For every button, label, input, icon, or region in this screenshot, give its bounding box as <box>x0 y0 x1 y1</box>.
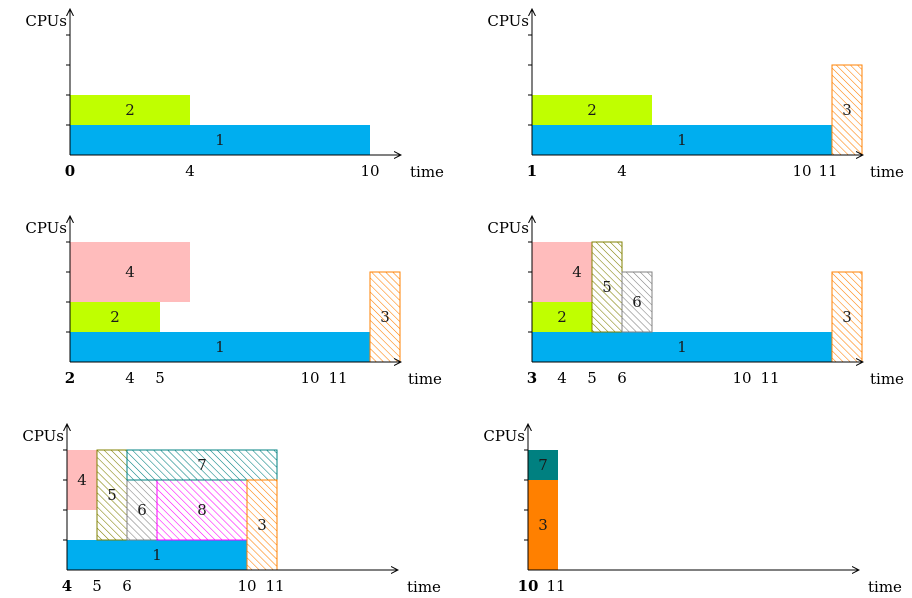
x-axis-label: time <box>410 163 444 181</box>
job-block-7 <box>126 449 278 481</box>
schedule-panel-step-0: 1 2 CPUs time 0 4 10 <box>25 10 444 181</box>
time-tick-label: 10 <box>300 369 319 387</box>
time-tick-label: 6 <box>617 369 627 387</box>
x-axis-label: time <box>868 578 902 596</box>
current-step-label: 3 <box>527 369 537 387</box>
time-tick-label: 4 <box>185 162 195 180</box>
job-block-6 <box>621 271 653 333</box>
job-label-1: 1 <box>215 338 225 356</box>
job-label-4: 4 <box>572 263 582 281</box>
time-tick-label: 11 <box>818 162 837 180</box>
job-block-7 <box>528 450 558 480</box>
job-label-1: 1 <box>677 338 687 356</box>
time-tick-label: 5 <box>92 577 102 595</box>
job-block-3 <box>528 480 558 570</box>
job-block-2 <box>532 95 652 125</box>
job-block-5 <box>96 449 128 541</box>
job-block-2 <box>70 95 190 125</box>
x-axis-label: time <box>870 163 904 181</box>
job-label-4: 4 <box>77 471 87 489</box>
time-tick-label: 6 <box>122 577 132 595</box>
schedule-panel-step-4: 1 4 5 6 8 7 3 CPUs time 4 5 6 10 11 <box>22 425 441 596</box>
schedule-panel-step-10: 3 7 CPUs time 10 11 <box>483 425 902 596</box>
job-label-5: 5 <box>107 486 117 504</box>
x-axis-label: time <box>408 370 442 388</box>
time-tick-label: 4 <box>557 369 567 387</box>
current-step-label: 0 <box>65 162 75 180</box>
job-block-3 <box>831 64 863 156</box>
job-block-1 <box>67 540 247 570</box>
current-step-label: 10 <box>518 577 539 595</box>
job-label-3: 3 <box>842 308 852 326</box>
time-tick-label: 11 <box>760 369 779 387</box>
time-tick-label: 10 <box>792 162 811 180</box>
job-block-4 <box>70 242 190 302</box>
time-tick-label: 10 <box>237 577 256 595</box>
time-tick-label: 10 <box>360 162 379 180</box>
job-block-2 <box>532 302 592 332</box>
schedule-panel-step-2: 1 2 4 3 CPUs time 2 4 5 10 11 <box>25 217 442 388</box>
current-step-label: 1 <box>527 162 537 180</box>
y-axis-label: CPUs <box>487 219 529 237</box>
job-label-3: 3 <box>842 101 852 119</box>
job-block-1 <box>70 125 370 155</box>
y-axis-label: CPUs <box>22 427 64 445</box>
job-block-1 <box>70 332 370 362</box>
job-block-2 <box>70 302 160 332</box>
job-label-7: 7 <box>197 456 207 474</box>
job-block-6 <box>126 479 158 541</box>
job-label-2: 2 <box>110 308 120 326</box>
job-block-3 <box>831 271 863 363</box>
time-tick-label: 4 <box>617 162 627 180</box>
job-block-4 <box>67 450 97 510</box>
job-label-8: 8 <box>197 501 207 519</box>
time-tick-label: 11 <box>546 577 565 595</box>
job-label-2: 2 <box>587 101 597 119</box>
job-label-6: 6 <box>632 293 642 311</box>
job-label-7: 7 <box>538 456 548 474</box>
job-label-1: 1 <box>677 131 687 149</box>
job-block-8 <box>156 479 248 541</box>
job-label-3: 3 <box>538 516 548 534</box>
y-axis-label: CPUs <box>25 12 67 30</box>
job-block-1 <box>532 332 832 362</box>
job-label-4: 4 <box>125 263 135 281</box>
time-tick-label: 5 <box>155 369 165 387</box>
y-axis-label: CPUs <box>25 219 67 237</box>
x-axis-label: time <box>870 370 904 388</box>
time-tick-label: 11 <box>265 577 284 595</box>
current-step-label: 4 <box>62 577 72 595</box>
job-block-1 <box>532 125 832 155</box>
job-block-3 <box>369 271 401 363</box>
time-tick-label: 4 <box>125 369 135 387</box>
y-axis-label: CPUs <box>483 427 525 445</box>
y-axis-label: CPUs <box>487 12 529 30</box>
schedule-panel-step-1: 1 2 3 CPUs time 1 4 10 11 <box>487 10 904 181</box>
job-label-1: 1 <box>152 546 162 564</box>
time-tick-label: 11 <box>328 369 347 387</box>
job-label-2: 2 <box>557 308 567 326</box>
job-label-3: 3 <box>257 516 267 534</box>
job-label-2: 2 <box>125 101 135 119</box>
job-label-1: 1 <box>215 131 225 149</box>
schedule-panel-step-3: 1 2 4 5 6 3 CPUs time 3 4 5 6 10 11 <box>487 217 904 388</box>
current-step-label: 2 <box>65 369 75 387</box>
job-label-6: 6 <box>137 501 147 519</box>
job-label-5: 5 <box>602 278 612 296</box>
time-tick-label: 10 <box>732 369 751 387</box>
x-axis-label: time <box>407 578 441 596</box>
job-label-3: 3 <box>380 308 390 326</box>
time-tick-label: 5 <box>587 369 597 387</box>
